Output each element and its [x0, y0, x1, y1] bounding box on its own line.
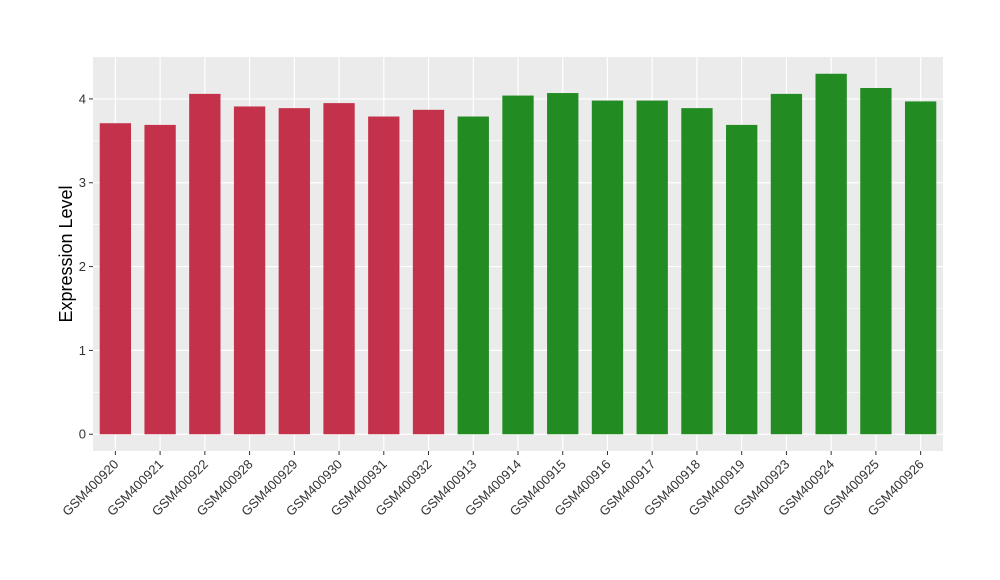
bar-GSM400913	[457, 116, 489, 435]
bar-GSM400926	[904, 101, 937, 435]
bar-GSM400919	[726, 124, 758, 435]
y-tick-label: 3	[79, 175, 86, 190]
bar-GSM400920	[99, 123, 132, 435]
bars	[99, 73, 937, 435]
bar-GSM400928	[233, 106, 266, 435]
y-tick-label: 0	[79, 427, 86, 442]
bar-GSM400917	[636, 100, 668, 435]
bar-GSM400915	[547, 93, 579, 435]
bar-GSM400918	[681, 108, 713, 435]
bar-GSM400923	[770, 93, 803, 435]
bar-GSM400931	[368, 116, 400, 435]
y-tick-label: 2	[79, 259, 86, 274]
bar-GSM400930	[323, 103, 355, 435]
bar-GSM400929	[278, 108, 310, 435]
bar-GSM400914	[502, 95, 534, 435]
y-tick-label: 4	[79, 91, 86, 106]
x-axis: GSM400920GSM400921GSM400922GSM400928GSM4…	[59, 451, 927, 519]
y-tick-label: 1	[79, 343, 86, 358]
bar-GSM400932	[412, 109, 445, 435]
bar-GSM400924	[815, 73, 847, 435]
y-axis: 0 1 2 3 4	[79, 91, 93, 442]
bar-GSM400916	[591, 100, 624, 435]
y-axis-title: Expression Level	[56, 185, 76, 322]
bar-GSM400925	[860, 88, 892, 435]
bar-GSM400921	[144, 124, 176, 435]
bar-GSM400922	[189, 93, 221, 435]
